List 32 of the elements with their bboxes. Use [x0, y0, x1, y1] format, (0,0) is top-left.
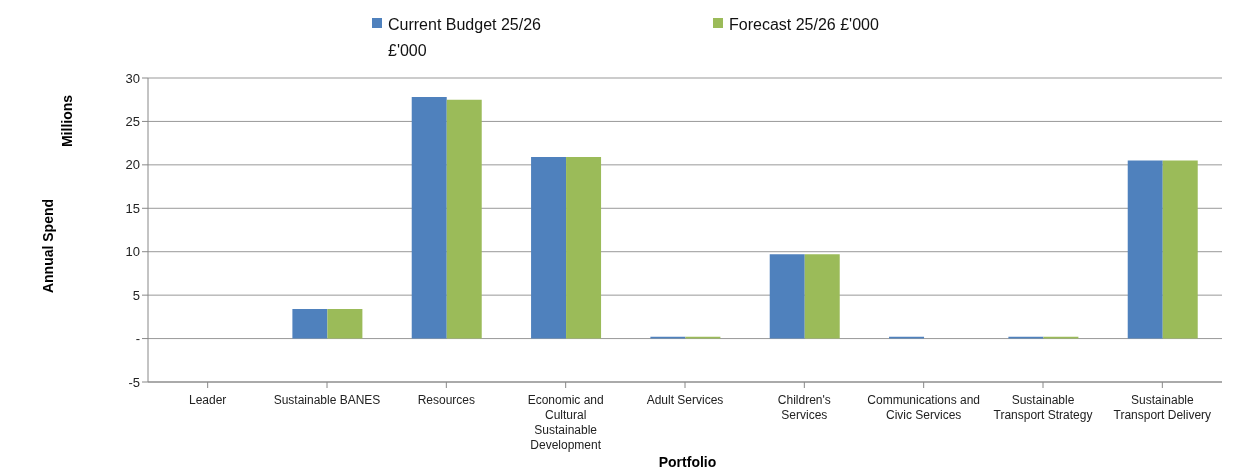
y-tick-label: - — [135, 331, 140, 347]
bar — [804, 254, 840, 339]
x-axis-title: Portfolio — [657, 454, 718, 470]
x-tick-label: Sustainable Transport Strategy — [993, 393, 1093, 422]
y-tick-label: 30 — [125, 70, 140, 86]
y-tick-label: 25 — [125, 114, 140, 130]
x-tick-label: Economic and Cultural Sustainable Development — [527, 393, 604, 452]
text: Millions — [59, 93, 75, 150]
bar — [1127, 160, 1163, 339]
x-tick-label: Sustainable Transport Delivery — [1113, 393, 1212, 422]
x-tick-label: Communications and Civic Services — [867, 393, 981, 422]
y-axis-title: Annual Spend — [40, 197, 56, 296]
x-tick-label: Sustainable BANES — [273, 393, 381, 407]
x-tick-label: Resources — [417, 393, 476, 407]
x-tick-label: Leader — [188, 393, 227, 407]
y-tick-label: 5 — [132, 287, 140, 303]
bar — [566, 157, 602, 339]
legend-label: Forecast 25/26 £'000 — [729, 15, 880, 35]
bar — [446, 99, 482, 339]
legend-label: Current Budget 25/26 £'000 — [388, 15, 542, 61]
y-tick-label: 20 — [125, 157, 140, 173]
bar — [411, 97, 447, 339]
bar — [327, 309, 363, 339]
x-tick-label: Adult Services — [646, 393, 724, 407]
x-tick-label: Children's Services — [777, 393, 831, 422]
bar — [769, 254, 805, 339]
y-tick-label: -5 — [128, 374, 140, 390]
bar — [292, 309, 328, 339]
bar — [531, 157, 567, 339]
y-tick-label: 15 — [125, 200, 140, 216]
bar — [1162, 160, 1198, 339]
y-tick-label: 10 — [125, 244, 140, 260]
